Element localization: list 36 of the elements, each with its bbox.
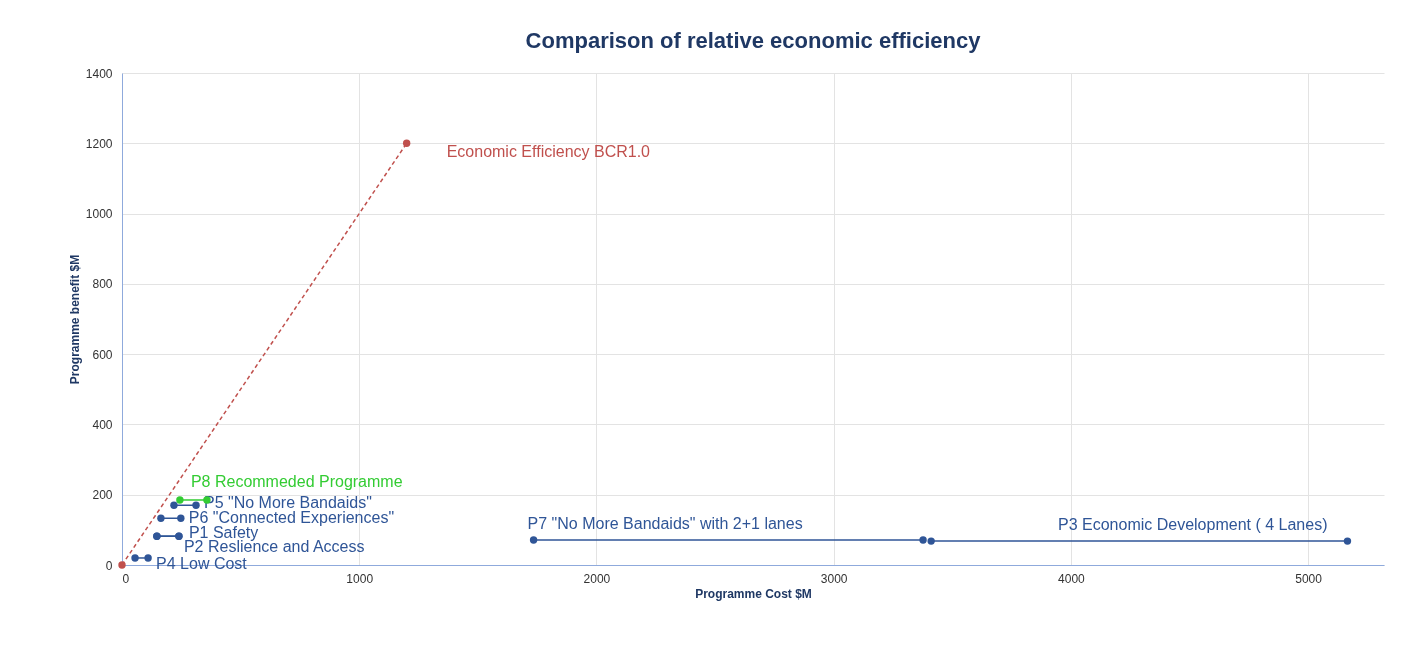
x-tick-label: 1000 [346,571,374,586]
y-tick-label: 600 [92,347,113,362]
point [157,514,165,522]
point [529,536,538,544]
point [118,561,126,569]
point [919,536,927,544]
x-tick-label: 5000 [1295,571,1323,586]
point [176,496,184,504]
x-tick-label: 4000 [1058,571,1086,586]
y-tick-label: 1200 [85,136,113,151]
chart-title: Comparison of relative economic efficiency [525,28,982,53]
point [927,537,935,545]
point [402,139,411,147]
series-label: P8 Recommeded Programme [190,472,403,490]
series-label: P7 "No More Bandaids" with 2+1 lanes [527,515,803,533]
y-tick-label: 800 [92,277,113,292]
x-tick-label: 0 [122,571,130,586]
y-axis-title: Programme benefit $M [67,254,82,385]
y-tick-label: 400 [92,417,113,432]
point [144,554,152,562]
point [177,514,185,522]
point [192,501,200,509]
x-axis-title: Programme Cost $M [695,586,812,601]
series-label: P6 "Connected Experiences" [188,509,395,527]
y-tick-label: 1400 [85,66,113,81]
y-tick-label: 200 [92,488,113,503]
x-tick-label: 2000 [583,571,611,586]
point [170,501,178,509]
point [131,554,139,562]
series-label: P3 Economic Development ( 4 Lanes) [1058,516,1328,534]
x-tick-label: 3000 [820,571,848,586]
y-tick-label: 0 [105,558,113,573]
point [1343,537,1352,545]
text: Economic Efficiency BCR1.0 [446,143,651,161]
y-tick-label: 1000 [85,207,113,222]
series-label: P4 Low Cost [156,554,248,572]
